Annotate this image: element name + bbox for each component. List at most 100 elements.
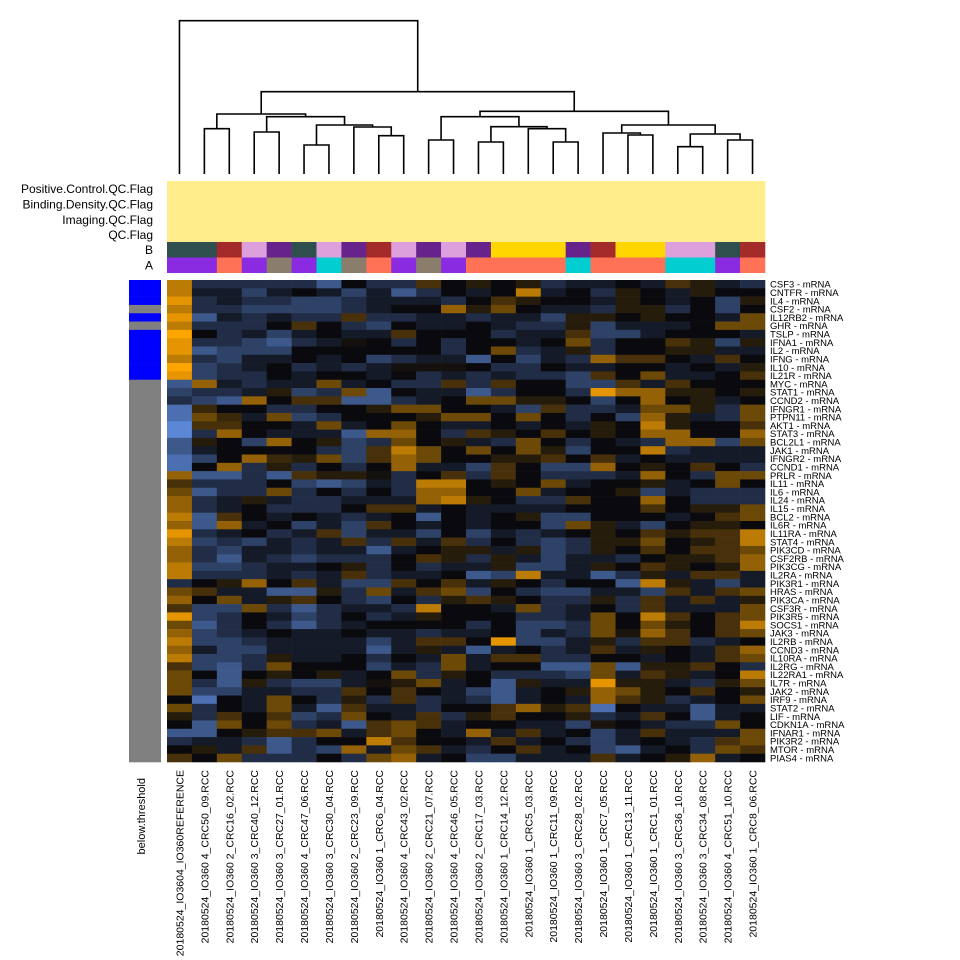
heatmap-cell <box>191 670 218 680</box>
heatmap-cell <box>167 471 193 480</box>
heatmap-cell <box>466 745 492 754</box>
heatmap-cell <box>490 462 517 472</box>
heatmap-cell <box>690 612 716 622</box>
heatmap-cell <box>740 346 766 356</box>
heatmap-cell <box>740 545 766 555</box>
heatmap-cell <box>665 678 691 688</box>
heatmap-cell <box>565 687 591 696</box>
heatmap-cell <box>341 429 367 439</box>
heatmap-cell <box>416 604 442 613</box>
heatmap-cell <box>441 728 467 738</box>
heatmap-cell <box>191 471 218 480</box>
heatmap-cell <box>565 313 591 322</box>
heatmap-cell <box>216 412 243 422</box>
heatmap-cell <box>590 313 616 322</box>
heatmap-cell <box>590 712 616 721</box>
heatmap-cell <box>490 687 517 696</box>
heatmap-cell <box>441 678 467 688</box>
heatmap-cell <box>216 496 243 505</box>
heatmap-cell <box>665 421 691 430</box>
heatmap-cell <box>391 595 417 605</box>
heatmap-cell <box>366 587 392 597</box>
row-label: IL11 - mRNA <box>770 479 825 490</box>
heatmap-cell <box>665 338 691 347</box>
heatmap-cell <box>316 753 342 763</box>
heatmap-cell <box>615 462 641 472</box>
column-annotation-cell <box>167 227 193 243</box>
heatmap-cell <box>216 462 243 472</box>
heatmap-cell <box>266 471 292 480</box>
column-annotation-cell <box>441 242 467 258</box>
heatmap-cell <box>266 545 292 555</box>
column-label: 20180524_IO360 2_CRC16_02.RCC <box>224 770 236 944</box>
heatmap-cell <box>590 496 616 505</box>
row-annotation-cell <box>129 321 161 331</box>
heatmap-cell <box>191 587 218 597</box>
heatmap-cell <box>441 595 467 605</box>
row-label: JAK1 - mRNA <box>770 446 830 457</box>
dendrogram-branch <box>602 132 642 174</box>
heatmap-cell <box>740 712 766 721</box>
row-label: PIK3CA - mRNA <box>770 595 840 606</box>
heatmap-cell <box>316 346 342 356</box>
heatmap-cell <box>540 379 566 389</box>
heatmap-cell <box>590 304 616 314</box>
column-label: 20180524_IO360 3_CRC34_08.RCC <box>698 770 710 944</box>
heatmap-cell <box>341 728 367 738</box>
heatmap-cell <box>291 471 317 480</box>
heatmap-cell <box>366 321 392 331</box>
heatmap-cell <box>266 288 292 297</box>
heatmap-cell <box>341 579 367 588</box>
heatmap-cell <box>291 629 317 638</box>
heatmap-cell <box>441 329 467 339</box>
heatmap-cell <box>740 737 766 746</box>
heatmap-cell <box>515 404 542 414</box>
heatmap-cell <box>416 479 442 489</box>
heatmap-cell <box>366 604 392 613</box>
heatmap-cell <box>565 720 591 730</box>
heatmap-cell <box>690 296 716 306</box>
heatmap-cell <box>441 670 467 680</box>
heatmap-cell <box>590 703 616 713</box>
heatmap-cell <box>590 645 616 655</box>
row-label: PIK3R2 - mRNA <box>770 737 840 748</box>
heatmap-cell <box>515 421 542 430</box>
heatmap-cell <box>565 695 591 705</box>
heatmap-cell <box>466 529 492 538</box>
heatmap-cell <box>565 321 591 331</box>
heatmap-cell <box>590 595 616 605</box>
heatmap-cell <box>565 388 591 397</box>
heatmap-cell <box>590 396 616 405</box>
column-annotation-cell <box>341 181 367 197</box>
heatmap-cell <box>291 662 317 671</box>
heatmap-cell <box>241 645 267 655</box>
heatmap-cell <box>540 462 566 472</box>
heatmap-cell <box>316 687 342 696</box>
column-annotation-cell <box>216 257 243 273</box>
heatmap-cell <box>515 496 542 505</box>
heatmap-cell <box>590 346 616 356</box>
heatmap-cell <box>441 404 467 414</box>
heatmap-cell <box>715 462 741 472</box>
heatmap-cell <box>366 363 392 372</box>
heatmap-cell <box>615 454 641 464</box>
heatmap-cell <box>540 496 566 505</box>
dendrogram-branch <box>627 134 654 174</box>
heatmap-cell <box>740 479 766 489</box>
heatmap-cell <box>416 587 442 597</box>
heatmap-cell <box>715 678 741 688</box>
heatmap-cell <box>540 329 566 339</box>
heatmap-cell <box>191 404 218 414</box>
heatmap-cell <box>216 570 243 580</box>
heatmap-cell <box>490 487 517 497</box>
heatmap-cell <box>266 429 292 439</box>
heatmap-cell <box>191 479 218 489</box>
heatmap-cell <box>590 371 616 381</box>
heatmap-cell <box>366 545 392 555</box>
heatmap-cell <box>590 554 616 563</box>
heatmap-cell <box>565 537 591 547</box>
heatmap-cell <box>266 570 292 580</box>
column-label: 20180524_IO360 3_CRC30_04.RCC <box>324 770 336 944</box>
row-label: PIK3CD - mRNA <box>770 546 841 557</box>
heatmap-cell <box>740 662 766 671</box>
